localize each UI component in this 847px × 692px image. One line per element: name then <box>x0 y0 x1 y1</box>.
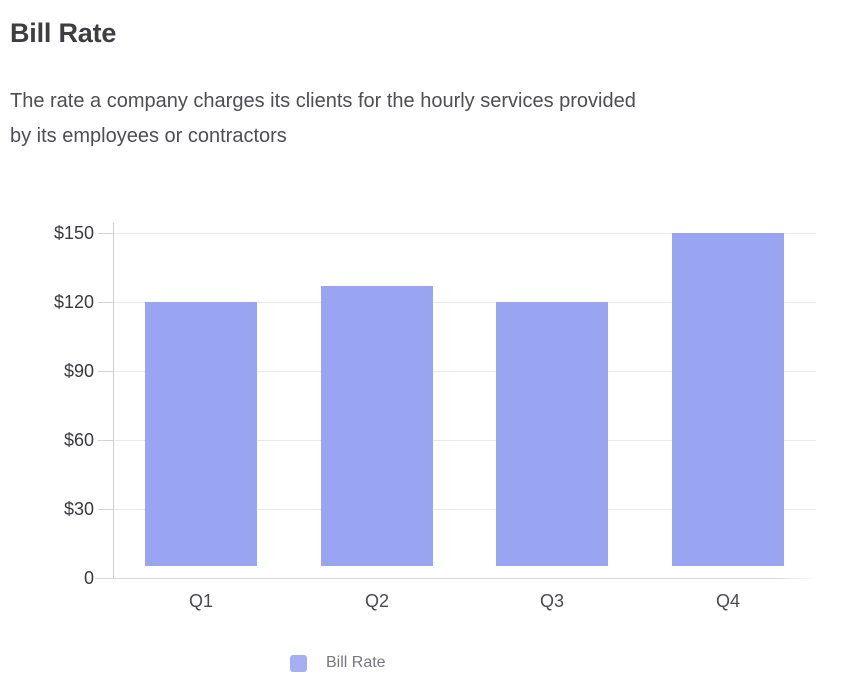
page-description-line-1: The rate a company charges its clients f… <box>10 90 636 112</box>
y-axis-tick-150 <box>98 233 113 234</box>
bar-q3[interactable] <box>496 302 608 566</box>
y-axis-label-60: $60 <box>63 430 94 450</box>
page-description-line-2: by its employees or contractors <box>10 125 287 147</box>
y-axis-line <box>113 223 114 578</box>
bar-q1[interactable] <box>145 302 257 566</box>
x-axis-label-q3: Q3 <box>539 591 564 611</box>
legend-label: Bill Rate <box>326 654 386 671</box>
gridline-60 <box>113 440 816 441</box>
y-axis-tick-30 <box>98 509 113 510</box>
gridline-30 <box>113 509 816 510</box>
y-axis-tick-120 <box>98 302 113 303</box>
page-description: The rate a company charges its clients f… <box>10 84 636 154</box>
bar-q2[interactable] <box>321 286 433 566</box>
gridline-90 <box>113 371 816 372</box>
x-axis-label-q4: Q4 <box>715 591 740 611</box>
y-axis-label-90: $90 <box>63 361 94 381</box>
x-axis-label-q1: Q1 <box>188 591 213 611</box>
legend-swatch <box>290 654 307 672</box>
x-axis-label-q2: Q2 <box>364 591 389 611</box>
y-axis-label-120: $120 <box>53 292 94 312</box>
y-axis-tick-60 <box>98 440 113 441</box>
bar-q4[interactable] <box>672 233 784 566</box>
y-axis-label-0: 0 <box>83 568 94 588</box>
gridline-150 <box>113 233 816 234</box>
y-axis-label-30: $30 <box>63 499 94 519</box>
page-title: Bill Rate <box>10 18 117 48</box>
gridline-120 <box>113 302 816 303</box>
y-axis-label-150: $150 <box>53 223 94 243</box>
y-axis-tick-90 <box>98 371 113 372</box>
x-axis-line <box>95 578 816 579</box>
legend-item-bill-rate[interactable]: Bill Rate <box>290 654 386 672</box>
